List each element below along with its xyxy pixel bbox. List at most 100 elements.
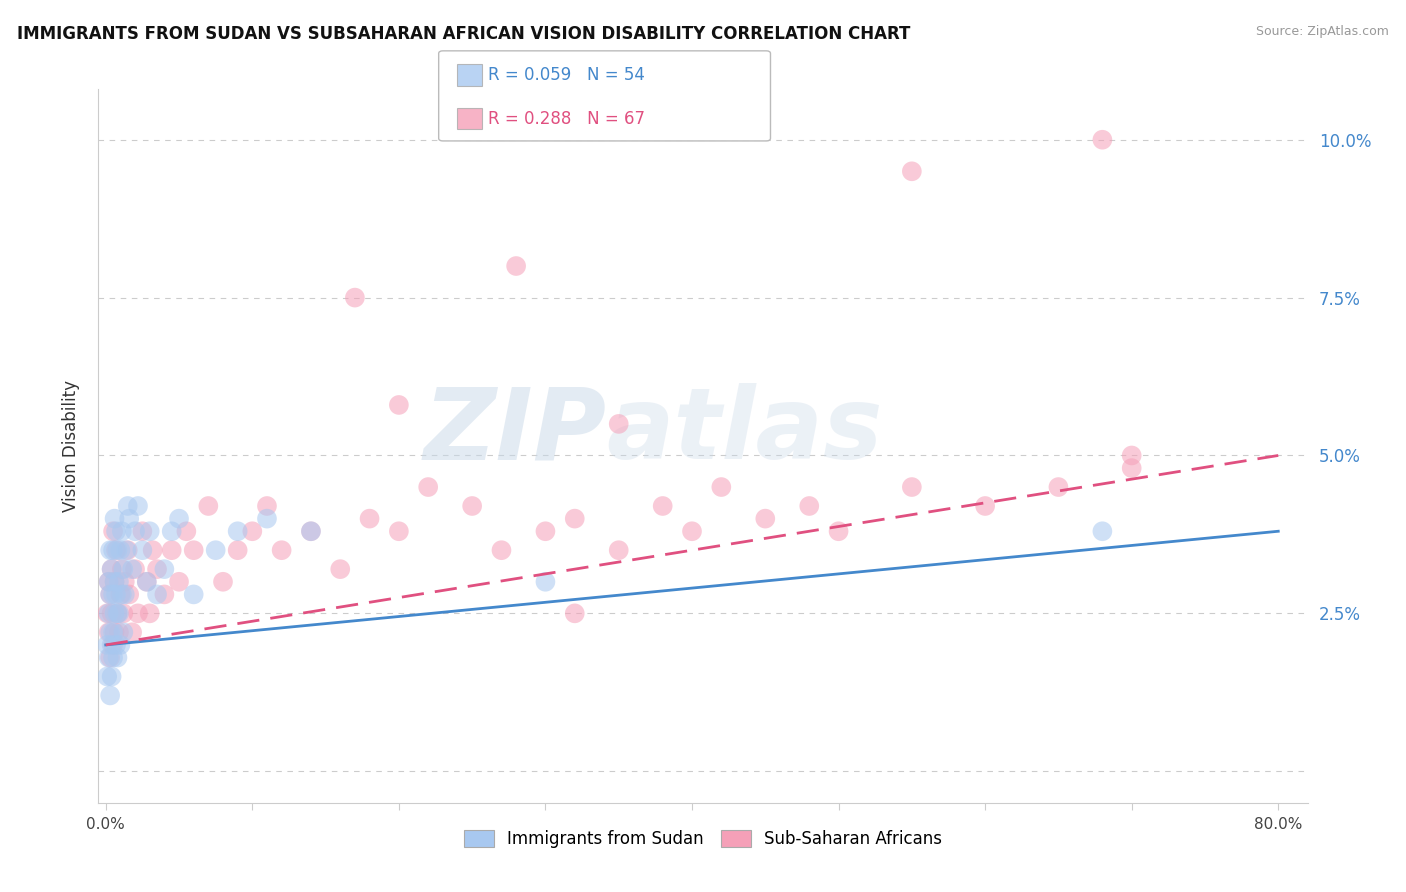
Point (97, 625, 120, 640)
Point (681, 524, 703, 539)
Text: IMMIGRANTS FROM SUDAN VS SUBSAHARAN AFRICAN VISION DISABILITY CORRELATION CHART: IMMIGRANTS FROM SUDAN VS SUBSAHARAN AFRI… (17, 25, 910, 43)
Point (103, 607, 125, 621)
Point (107, 607, 129, 621)
Text: Source: ZipAtlas.com: Source: ZipAtlas.com (1256, 25, 1389, 38)
Text: atlas: atlas (606, 384, 883, 480)
Point (1121, 461, 1143, 475)
Point (124, 562, 146, 576)
Point (1091, 133, 1114, 147)
Point (564, 607, 586, 621)
Point (131, 543, 153, 558)
Point (114, 574, 136, 589)
Point (101, 587, 124, 601)
Point (101, 625, 124, 640)
Point (117, 499, 139, 513)
Point (461, 499, 484, 513)
Point (827, 524, 849, 539)
Point (135, 574, 157, 589)
Point (111, 524, 134, 539)
Point (108, 574, 131, 589)
Point (97, 574, 120, 589)
Point (108, 625, 131, 640)
Point (418, 480, 440, 494)
Point (100, 562, 122, 576)
Point (299, 524, 322, 539)
Point (98, 689, 121, 703)
Point (135, 574, 157, 589)
Point (112, 607, 135, 621)
Legend: Immigrants from Sudan, Sub-Saharan Africans: Immigrants from Sudan, Sub-Saharan Afric… (457, 823, 949, 855)
Point (121, 625, 143, 640)
Point (96, 607, 118, 621)
Point (1047, 480, 1070, 494)
Point (256, 499, 278, 513)
Point (1091, 524, 1114, 539)
Point (98, 543, 121, 558)
Point (100, 607, 122, 621)
Point (153, 587, 176, 601)
Point (101, 543, 124, 558)
Point (100, 562, 122, 576)
Point (98, 587, 121, 601)
Point (388, 524, 411, 539)
Point (146, 562, 169, 576)
Point (110, 638, 132, 652)
Point (98, 587, 121, 601)
Point (607, 417, 630, 431)
Point (105, 543, 128, 558)
Point (97, 650, 120, 665)
Point (103, 511, 125, 525)
Point (105, 587, 128, 601)
Point (100, 638, 122, 652)
Point (112, 562, 135, 576)
Point (118, 511, 141, 525)
Point (101, 638, 124, 652)
Point (101, 650, 124, 665)
Point (103, 625, 125, 640)
Point (204, 543, 226, 558)
Point (534, 574, 557, 589)
Point (110, 587, 132, 601)
Point (115, 543, 138, 558)
Point (98, 650, 121, 665)
Point (160, 524, 183, 539)
Point (124, 524, 146, 539)
Point (105, 638, 128, 652)
Point (101, 524, 124, 539)
Point (153, 562, 176, 576)
Point (212, 574, 235, 589)
Point (226, 543, 249, 558)
Point (127, 499, 149, 513)
Text: R = 0.059   N = 54: R = 0.059 N = 54 (488, 66, 645, 84)
Point (98, 625, 121, 640)
Point (103, 574, 125, 589)
Point (710, 480, 733, 494)
Point (103, 574, 125, 589)
Point (329, 562, 352, 576)
Point (97, 607, 120, 621)
Y-axis label: Vision Disability: Vision Disability (62, 380, 80, 512)
Point (96, 638, 118, 652)
Point (651, 499, 673, 513)
Point (505, 259, 527, 273)
Point (138, 524, 160, 539)
Point (607, 543, 630, 558)
Point (359, 511, 381, 525)
Point (107, 543, 129, 558)
Point (146, 587, 169, 601)
Point (97, 574, 120, 589)
Point (491, 543, 513, 558)
Point (114, 587, 136, 601)
Point (270, 543, 292, 558)
Point (299, 524, 322, 539)
Point (534, 524, 557, 539)
Point (1121, 449, 1143, 463)
Point (176, 524, 198, 539)
Point (167, 574, 190, 589)
Point (799, 499, 821, 513)
Point (343, 291, 366, 305)
Point (160, 543, 183, 558)
Point (121, 562, 143, 576)
Point (256, 511, 278, 525)
Point (901, 480, 924, 494)
